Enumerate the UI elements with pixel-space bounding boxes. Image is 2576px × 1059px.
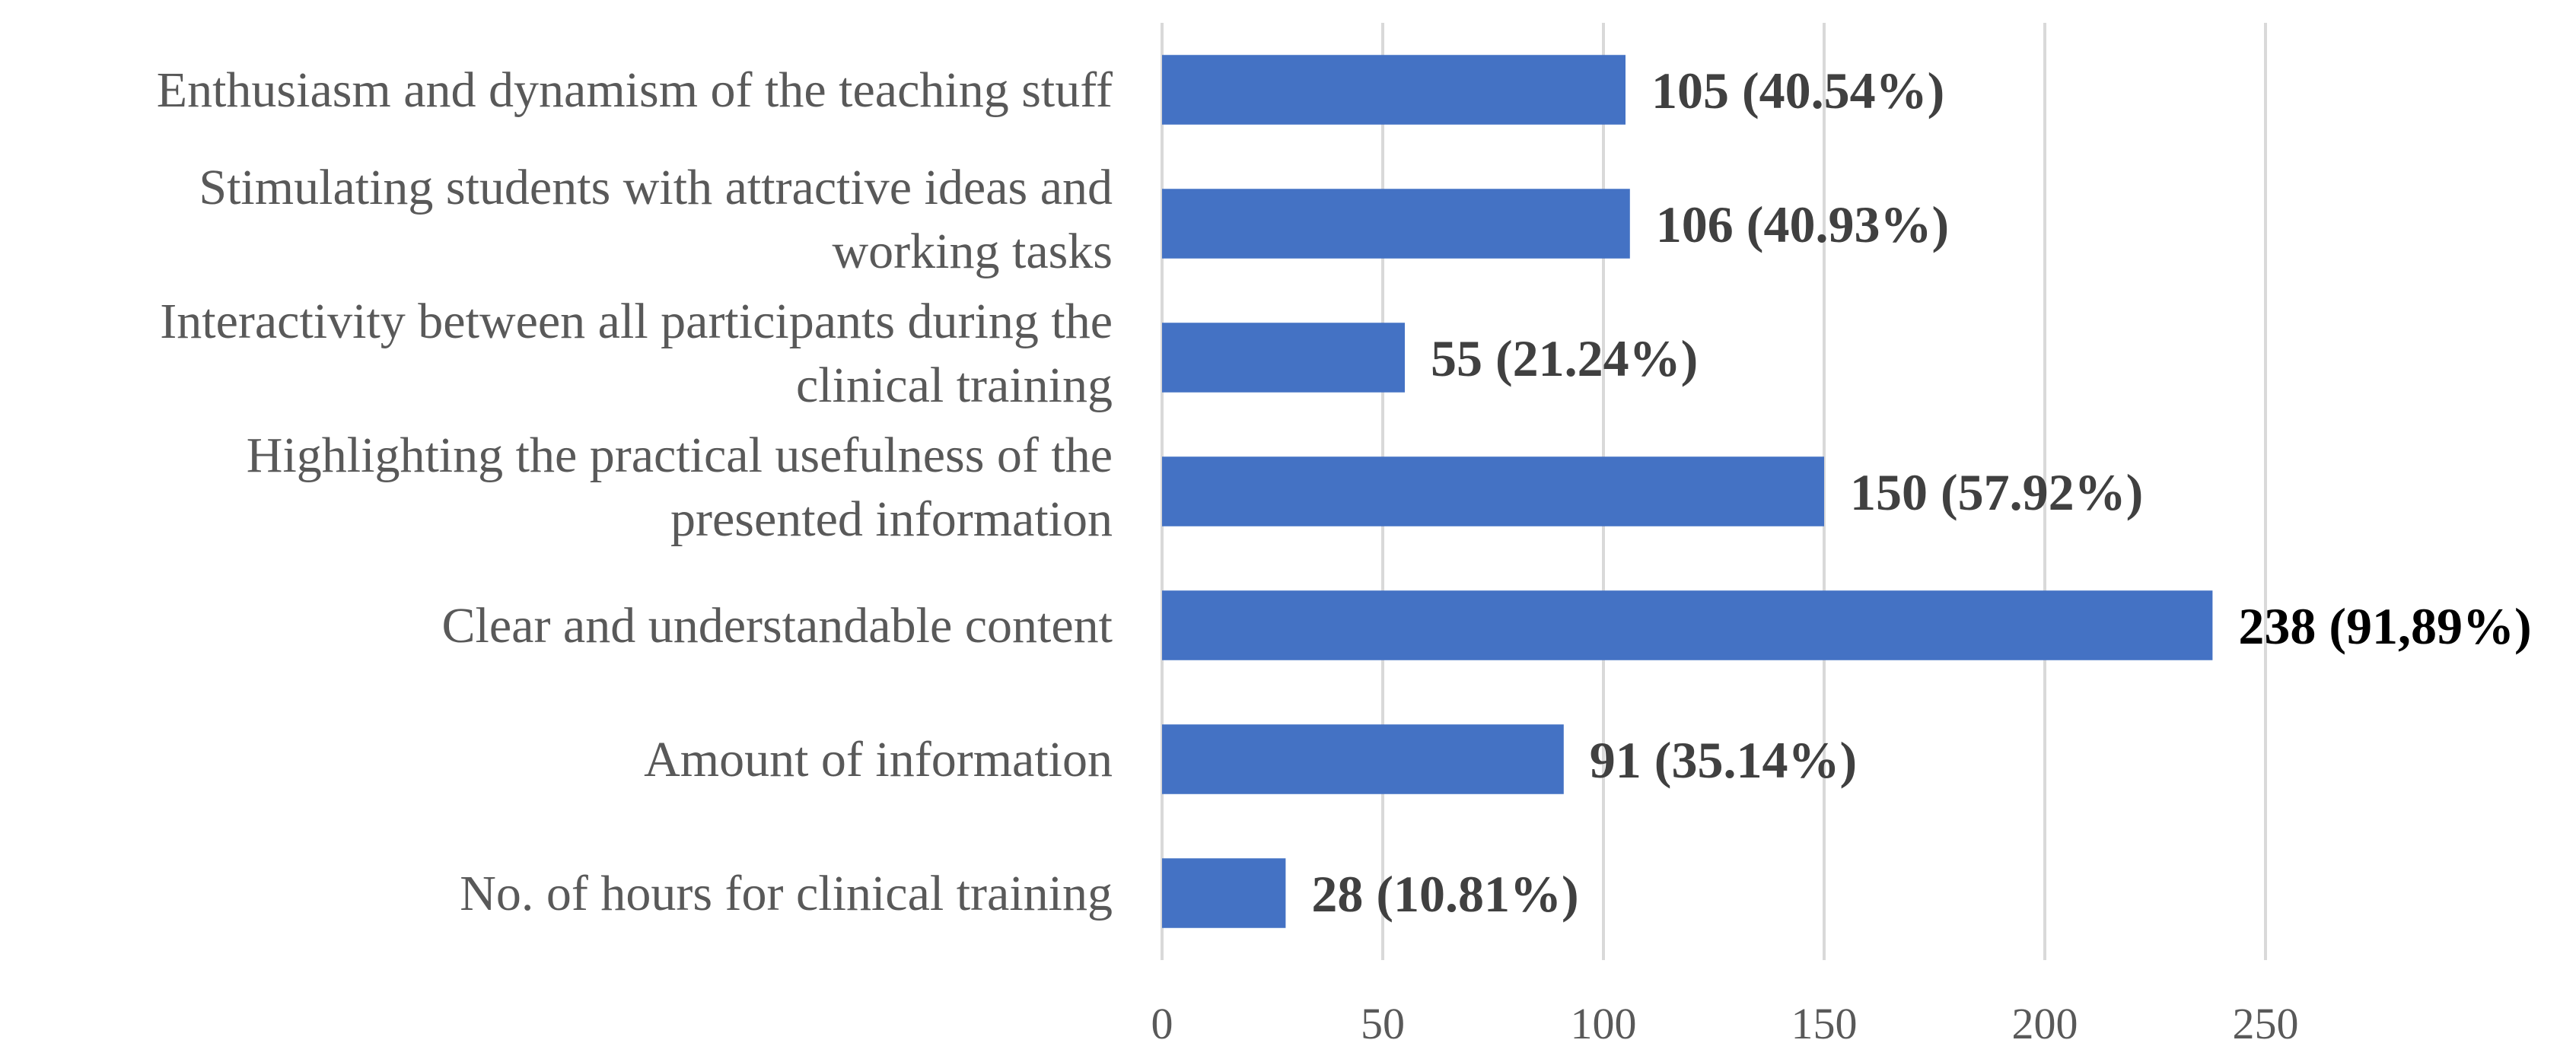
bar — [1162, 55, 1626, 125]
category-label: Stimulating students with attractive ide… — [199, 160, 1113, 279]
data-label: 91 (35.14%) — [1590, 731, 1857, 789]
bar — [1162, 456, 1824, 526]
x-tick-label: 50 — [1361, 999, 1405, 1048]
data-labels: 105 (40.54%) 106 (40.93%) 55 (21.24%) 150 (… — [1311, 62, 2531, 923]
category-label: Amount of information — [644, 732, 1113, 787]
x-tick-label: 150 — [1791, 999, 1858, 1048]
data-label: 55 (21.24%) — [1431, 329, 1698, 387]
data-label: 150 (57.92%) — [1850, 463, 2143, 521]
category-label: Highlighting the practical usefulness of… — [247, 428, 1113, 547]
category-labels: Enthusiasm and dynamism of the teaching … — [157, 62, 1113, 921]
x-tick-label: 0 — [1151, 999, 1173, 1048]
x-axis-tick-labels: 0 50 100 150 200 250 — [1151, 999, 2299, 1048]
category-label: Clear and understandable content — [442, 598, 1113, 654]
category-label: No. of hours for clinical training — [460, 866, 1113, 921]
x-tick-label: 250 — [2233, 999, 2299, 1048]
x-tick-label: 100 — [1571, 999, 1637, 1048]
bar — [1162, 724, 1564, 794]
data-label: 28 (10.81%) — [1311, 865, 1578, 923]
bar — [1162, 590, 2213, 660]
bar — [1162, 323, 1405, 393]
category-label: Enthusiasm and dynamism of the teaching … — [157, 62, 1113, 118]
bar — [1162, 858, 1286, 928]
bars — [1162, 55, 2213, 928]
data-label: 106 (40.93%) — [1656, 196, 1949, 253]
data-label: 105 (40.54%) — [1651, 62, 1944, 119]
x-tick-label: 200 — [2012, 999, 2078, 1048]
bar — [1162, 189, 1630, 259]
category-label: Interactivity between all participants d… — [160, 294, 1113, 413]
data-label: 238 (91,89%) — [2238, 597, 2531, 655]
